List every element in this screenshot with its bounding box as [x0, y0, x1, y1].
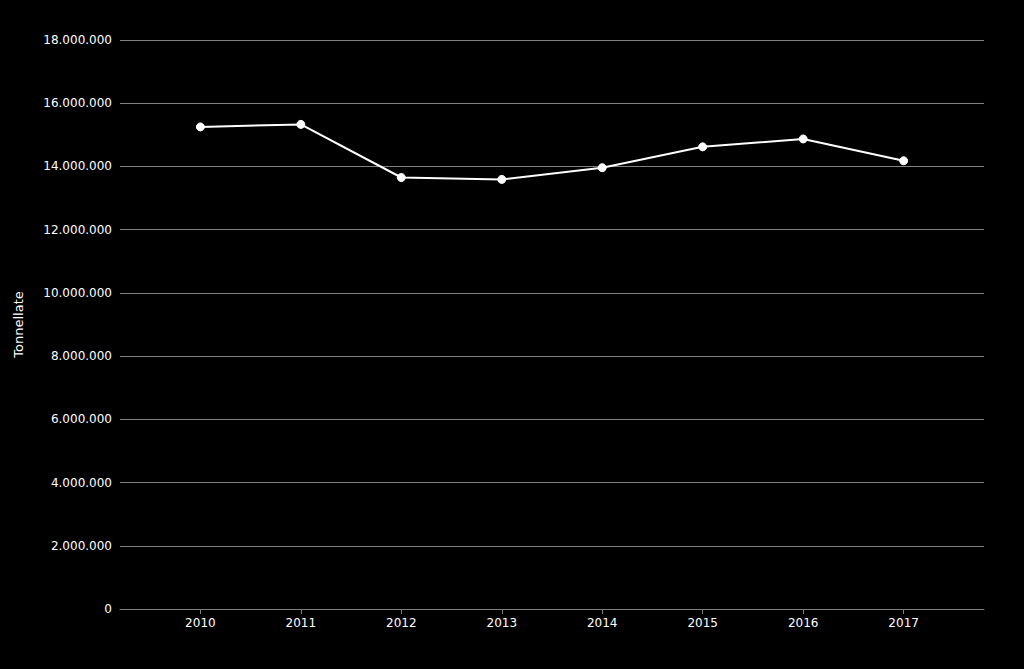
svg-text:18.000.000: 18.000.000 [43, 33, 112, 47]
svg-text:0: 0 [104, 602, 112, 616]
svg-text:2016: 2016 [788, 616, 819, 630]
svg-text:6.000.000: 6.000.000 [51, 412, 112, 426]
svg-text:2017: 2017 [888, 616, 919, 630]
svg-text:8.000.000: 8.000.000 [51, 349, 112, 363]
svg-text:Tonnellate: Tonnellate [11, 291, 26, 358]
svg-text:10.000.000: 10.000.000 [43, 286, 112, 300]
svg-text:14.000.000: 14.000.000 [43, 159, 112, 173]
svg-text:2010: 2010 [185, 616, 216, 630]
svg-text:16.000.000: 16.000.000 [43, 96, 112, 110]
svg-text:2013: 2013 [486, 616, 517, 630]
svg-text:2012: 2012 [386, 616, 417, 630]
svg-text:2014: 2014 [587, 616, 618, 630]
svg-text:2.000.000: 2.000.000 [51, 539, 112, 553]
svg-text:2015: 2015 [687, 616, 718, 630]
svg-text:4.000.000: 4.000.000 [51, 476, 112, 490]
svg-text:12.000.000: 12.000.000 [43, 223, 112, 237]
svg-text:2011: 2011 [286, 616, 317, 630]
